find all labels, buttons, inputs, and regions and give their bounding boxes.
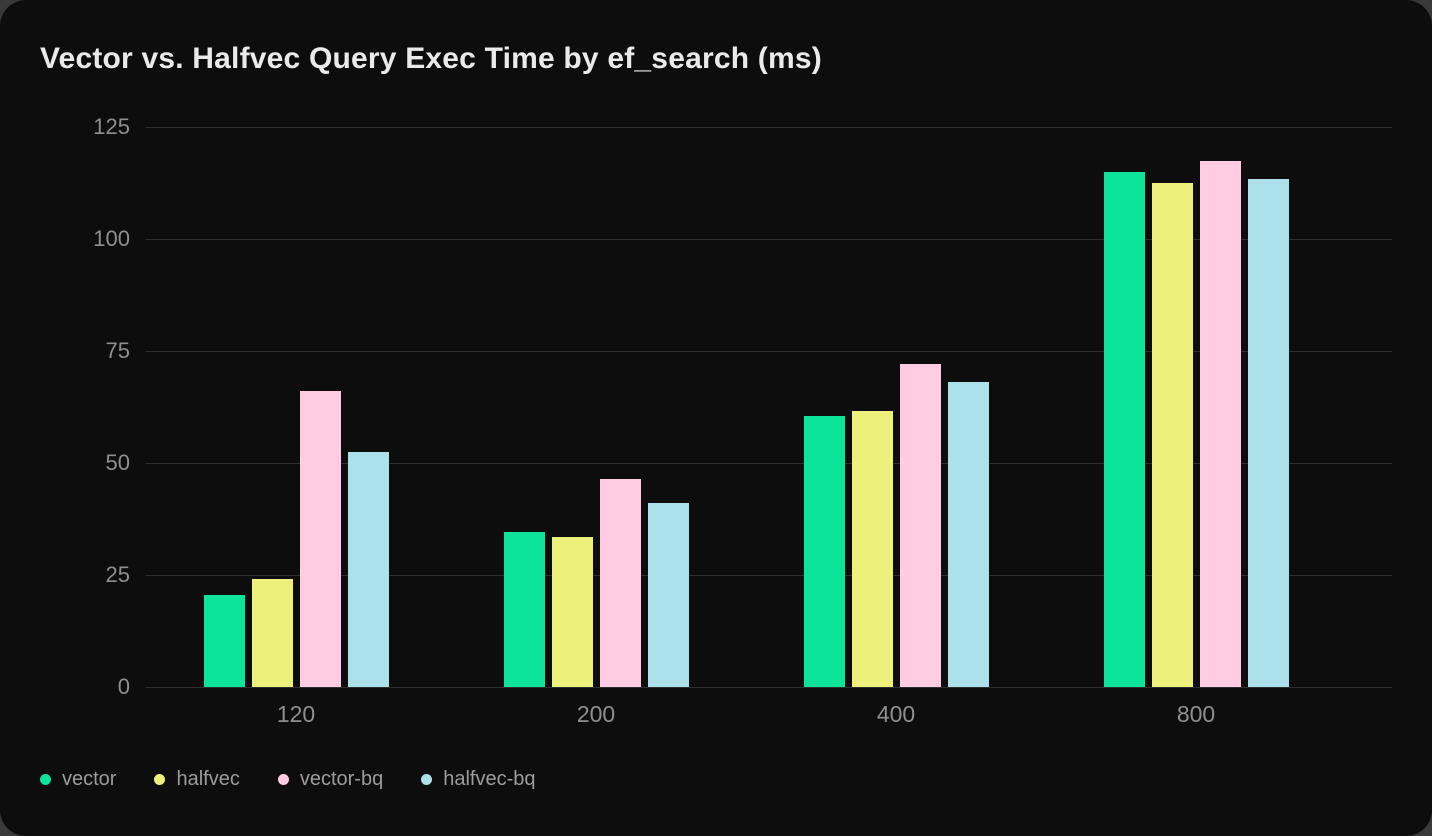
bar-vector-bq-120[interactable] <box>299 391 341 687</box>
bar-group-400 <box>803 127 989 687</box>
x-tick-label-200: 200 <box>576 701 616 727</box>
chart-title: Vector vs. Halfvec Query Exec Time by ef… <box>40 42 822 75</box>
gridline-y-100 <box>146 239 1392 240</box>
y-tick-label-50: 50 <box>105 450 130 475</box>
gridline-y-125 <box>146 127 1392 128</box>
bar-vector-bq-200[interactable] <box>599 478 641 687</box>
bar-halfvec-400[interactable] <box>851 411 893 687</box>
y-tick-label-125: 125 <box>93 114 130 139</box>
legend-item-vector[interactable]: vector <box>40 768 116 791</box>
bar-vector-bq-400[interactable] <box>899 364 941 687</box>
gridline-y-25 <box>146 575 1392 576</box>
legend-label-halfvec: halfvec <box>176 768 240 790</box>
legend-label-vector-bq: vector-bq <box>299 768 384 790</box>
bar-halfvec-bq-800[interactable] <box>1247 178 1289 687</box>
y-tick-label-0: 0 <box>117 674 130 699</box>
gridline-y-0 <box>146 687 1392 688</box>
bar-halfvec-800[interactable] <box>1151 183 1193 687</box>
legend-dot-halfvec <box>154 774 166 785</box>
bar-halfvec-200[interactable] <box>551 536 593 687</box>
bar-vector-200[interactable] <box>503 532 545 687</box>
bar-vector-bq-800[interactable] <box>1199 160 1241 687</box>
x-tick-label-400: 400 <box>876 701 916 727</box>
bar-halfvec-120[interactable] <box>251 579 293 687</box>
bar-group-800 <box>1103 127 1289 687</box>
bar-vector-120[interactable] <box>203 595 245 687</box>
x-tick-label-120: 120 <box>276 701 316 727</box>
legend-dot-vector <box>40 774 51 785</box>
bar-vector-800[interactable] <box>1103 171 1145 687</box>
y-tick-label-75: 75 <box>105 338 130 363</box>
x-tick-label-800: 800 <box>1176 701 1216 727</box>
gridline-y-75 <box>146 351 1392 352</box>
gridline-y-50 <box>146 463 1392 464</box>
legend-label-halfvec-bq: halfvec-bq <box>443 768 536 790</box>
y-tick-label-100: 100 <box>93 226 130 251</box>
legend-dot-vector-bq <box>277 774 289 785</box>
bar-halfvec-bq-400[interactable] <box>947 382 989 687</box>
bar-halfvec-bq-200[interactable] <box>647 503 689 687</box>
bar-halfvec-bq-120[interactable] <box>347 451 389 687</box>
bar-vector-400[interactable] <box>803 415 845 687</box>
bar-group-200 <box>503 127 689 687</box>
legend-label-vector: vector <box>62 768 117 790</box>
legend-dot-halfvec-bq <box>421 774 433 785</box>
legend-item-vector-bq[interactable]: vector-bq <box>277 768 384 791</box>
legend-item-halfvec-bq[interactable]: halfvec-bq <box>421 768 536 791</box>
legend-item-halfvec[interactable]: halfvec <box>154 768 240 791</box>
plot-area <box>146 127 1392 688</box>
bar-group-120 <box>203 127 389 687</box>
legend: vector halfvec vector-bq halfvec-bq <box>40 768 536 791</box>
y-tick-label-25: 25 <box>105 562 130 587</box>
